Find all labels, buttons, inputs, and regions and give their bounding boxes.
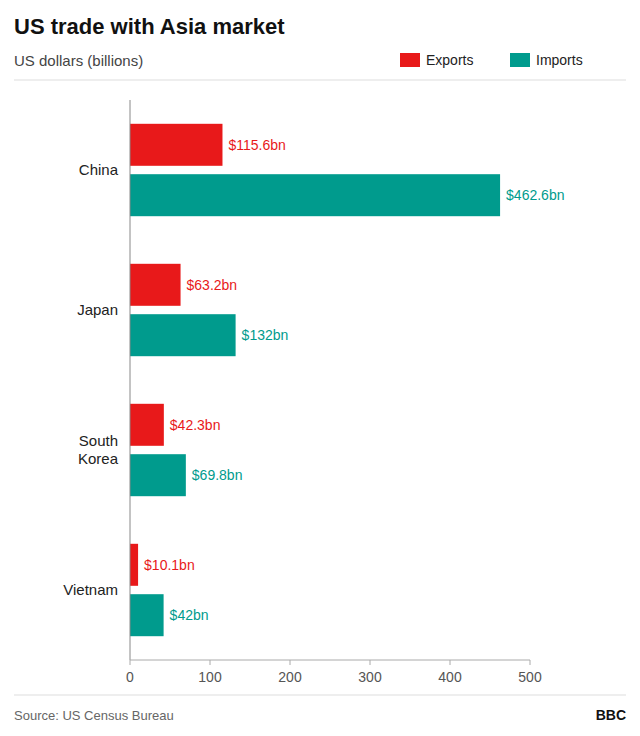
data-label: $132bn [242, 327, 289, 343]
title: US trade with Asia market [14, 14, 285, 39]
zero-line [130, 100, 131, 660]
category-label-line: Korea [78, 450, 119, 467]
x-axis [130, 660, 530, 661]
x-tick [450, 660, 451, 665]
subtitle: US dollars (billions) [14, 52, 143, 69]
bar [130, 174, 500, 216]
data-label: $42.3bn [170, 417, 221, 433]
x-tick-label: 400 [438, 669, 462, 685]
legend-swatch [400, 53, 420, 67]
bar [130, 314, 236, 356]
x-tick [530, 660, 531, 665]
data-label: $42bn [170, 607, 209, 623]
x-tick-label: 100 [198, 669, 222, 685]
category-label-line: Vietnam [63, 581, 118, 598]
x-tick [210, 660, 211, 665]
credit: BBC [596, 707, 626, 723]
data-label: $63.2bn [187, 277, 238, 293]
separator [14, 695, 626, 696]
category-label-line: South [79, 432, 118, 449]
x-tick [370, 660, 371, 665]
x-tick-label: 200 [278, 669, 302, 685]
bar [130, 454, 186, 496]
x-tick [290, 660, 291, 665]
x-tick-label: 300 [358, 669, 382, 685]
data-label: $69.8bn [192, 467, 243, 483]
category-label-line: China [79, 161, 119, 178]
source: Source: US Census Bureau [14, 708, 174, 723]
category-label: SouthKorea [78, 432, 119, 467]
chart: US trade with Asia market US dollars (bil… [0, 0, 640, 736]
bar [130, 404, 164, 446]
legend-swatch [510, 53, 530, 67]
legend-item: Exports [400, 52, 473, 68]
data-label: $462.6bn [506, 187, 564, 203]
x-tick [130, 660, 131, 665]
legend-label: Imports [536, 52, 583, 68]
bar [130, 594, 164, 636]
bars [130, 124, 500, 636]
bar [130, 124, 222, 166]
separator [14, 80, 626, 81]
data-label: $10.1bn [144, 557, 195, 573]
x-tick-label: 500 [518, 669, 542, 685]
legend-item: Imports [510, 52, 583, 68]
legend-label: Exports [426, 52, 473, 68]
category-label: China [79, 161, 119, 178]
category-label: Vietnam [63, 581, 118, 598]
bar [130, 544, 138, 586]
x-tick-label: 0 [126, 669, 134, 685]
bar [130, 264, 181, 306]
category-label: Japan [77, 301, 118, 318]
data-label: $115.6bn [228, 137, 285, 153]
data-labels: $115.6bn $462.6bn $63.2bn $132bn $42.3bn $69.… [144, 137, 564, 623]
category-label-line: Japan [77, 301, 118, 318]
